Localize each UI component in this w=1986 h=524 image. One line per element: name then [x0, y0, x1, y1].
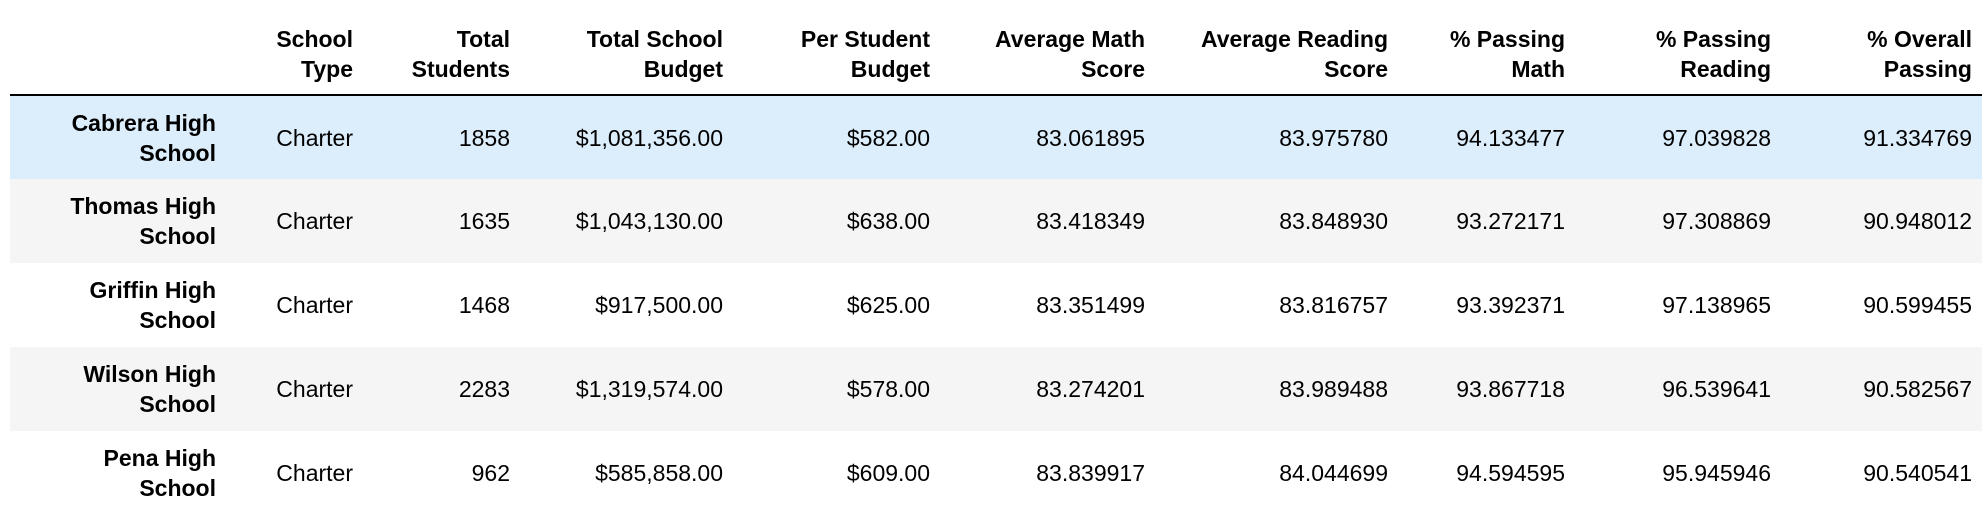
overall-passing-cell: 91.334769	[1863, 124, 1972, 151]
header-row: School Type Total Students Total School Bud…	[10, 14, 1982, 96]
school-type-cell: Charter	[276, 124, 353, 151]
table-row: Pena High School Charter 962 $585,858.00 $609…	[10, 431, 1982, 515]
overall-passing-cell: 90.540541	[1863, 460, 1972, 486]
total-students-cell: 962	[471, 460, 510, 486]
total-budget-cell: $1,081,356.00	[575, 124, 723, 151]
overall-passing-cell: 90.948012	[1863, 208, 1972, 234]
per-student-budget-cell: $625.00	[846, 292, 930, 318]
avg-math-cell: 83.274201	[1036, 376, 1145, 402]
total-budget-cell: $917,500.00	[595, 292, 723, 318]
overall-passing-cell: 90.582567	[1863, 376, 1972, 402]
avg-reading-cell: 83.975780	[1279, 124, 1388, 151]
passing-math-cell: 93.867718	[1456, 376, 1565, 402]
table-body: Cabrera High School Charter 1858 $1,081,356.…	[10, 95, 1982, 515]
avg-math-cell: 83.351499	[1036, 292, 1145, 318]
avg-math-cell: 83.061895	[1036, 124, 1145, 151]
avg-reading-cell: 84.044699	[1279, 460, 1388, 486]
passing-reading-cell: 97.138965	[1662, 292, 1771, 318]
total-students-cell: 2283	[458, 376, 510, 402]
index-header	[10, 14, 226, 96]
school-type-cell: Charter	[276, 376, 353, 402]
table-row: Thomas High School Charter 1635 $1,043,130.0…	[10, 179, 1982, 263]
avg-reading-cell: 83.989488	[1279, 376, 1388, 402]
row-index-school-name: Pena High School	[103, 445, 216, 501]
passing-reading-cell: 96.539641	[1662, 376, 1771, 402]
school-summary-table: School Type Total Students Total School Bud…	[10, 14, 1982, 515]
passing-math-cell: 94.594595	[1456, 460, 1565, 486]
column-header-overall-passing: % Overall Passing	[1781, 14, 1982, 96]
per-student-budget-cell: $638.00	[846, 208, 930, 234]
column-header-passing-reading: % Passing Reading	[1575, 14, 1781, 96]
school-type-cell: Charter	[276, 208, 353, 234]
avg-reading-cell: 83.848930	[1279, 208, 1388, 234]
school-type-cell: Charter	[276, 292, 353, 318]
total-budget-cell: $1,319,574.00	[575, 376, 723, 402]
table-row: Wilson High School Charter 2283 $1,319,574.0…	[10, 347, 1982, 431]
table-row: Cabrera High School Charter 1858 $1,081,356.…	[10, 95, 1982, 179]
overall-passing-cell: 90.599455	[1863, 292, 1972, 318]
passing-math-cell: 93.272171	[1456, 208, 1565, 234]
row-index-school-name: Cabrera High School	[71, 109, 216, 166]
passing-reading-cell: 95.945946	[1662, 460, 1771, 486]
total-budget-cell: $1,043,130.00	[575, 208, 723, 234]
per-student-budget-cell: $582.00	[846, 124, 930, 151]
column-header-average-math-score: Average Math Score	[940, 14, 1155, 96]
total-students-cell: 1858	[458, 124, 510, 151]
total-students-cell: 1635	[458, 208, 510, 234]
per-student-budget-cell: $578.00	[846, 376, 930, 402]
passing-reading-cell: 97.039828	[1662, 124, 1771, 151]
per-student-budget-cell: $609.00	[846, 460, 930, 486]
column-header-total-students: Total Students	[363, 14, 520, 96]
total-students-cell: 1468	[458, 292, 510, 318]
column-header-total-school-budget: Total School Budget	[520, 14, 733, 96]
row-index-school-name: Wilson High School	[83, 361, 216, 417]
avg-math-cell: 83.418349	[1036, 208, 1145, 234]
column-header-per-student-budget: Per Student Budget	[733, 14, 940, 96]
passing-math-cell: 93.392371	[1456, 292, 1565, 318]
column-header-school-type: School Type	[226, 14, 363, 96]
column-header-passing-math: % Passing Math	[1398, 14, 1575, 96]
row-index-school-name: Griffin High School	[89, 277, 216, 333]
total-budget-cell: $585,858.00	[595, 460, 723, 486]
avg-reading-cell: 83.816757	[1279, 292, 1388, 318]
avg-math-cell: 83.839917	[1036, 460, 1145, 486]
passing-math-cell: 94.133477	[1456, 124, 1565, 151]
passing-reading-cell: 97.308869	[1662, 208, 1771, 234]
column-header-average-reading-score: Average Reading Score	[1155, 14, 1398, 96]
row-index-school-name: Thomas High School	[70, 193, 216, 249]
school-type-cell: Charter	[276, 460, 353, 486]
table-row: Griffin High School Charter 1468 $917,500.00…	[10, 263, 1982, 347]
